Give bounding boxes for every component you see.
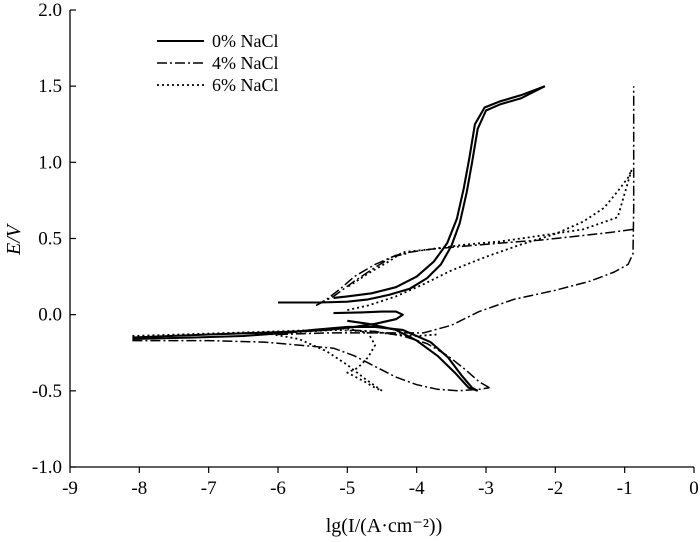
- x-tick-label: -5: [339, 478, 355, 499]
- series-6-nacl-line: [347, 169, 633, 311]
- y-tick-label: 2.0: [38, 0, 62, 21]
- series-4-nacl-line: [315, 252, 407, 307]
- plot-area: [69, 10, 694, 468]
- series-4-nacl-line: [132, 339, 490, 392]
- series-4-nacl-line: [347, 329, 490, 389]
- x-axis-label: lg(I/(A·cm⁻²)): [326, 515, 443, 537]
- y-axis-label: E/V: [3, 222, 25, 256]
- series-6-nacl-line: [346, 169, 633, 288]
- series-0-nacl-line: [278, 85, 546, 304]
- legend-label-4-nacl: 4% NaCl: [212, 53, 279, 73]
- series-6-nacl-line: [263, 332, 383, 392]
- legend-label-0-nacl: 0% NaCl: [212, 31, 279, 51]
- x-ticks: -9 -8 -7 -6 -5 -4 -3 -2 -1 0: [62, 467, 699, 499]
- x-tick-label: -6: [270, 478, 286, 499]
- x-tick-label: -8: [131, 478, 147, 499]
- series-layer: [132, 85, 635, 392]
- y-ticks: -1.0 -0.5 0.0 0.5 1.0 1.5 2.0: [32, 0, 76, 478]
- x-tick-label: -4: [409, 478, 425, 499]
- y-tick-label: -1.0: [32, 457, 62, 478]
- series-6-nacl-line: [132, 327, 383, 392]
- series-0-nacl-line: [132, 310, 404, 339]
- series-4-nacl-line: [315, 228, 634, 307]
- x-tick-label: -9: [62, 478, 78, 499]
- series-6-nacl-line: [284, 329, 438, 337]
- y-tick-label: 1.5: [38, 76, 62, 97]
- x-tick-label: 0: [689, 478, 699, 499]
- series-0-nacl-line: [333, 85, 546, 299]
- legend-label-6-nacl: 6% NaCl: [212, 75, 279, 95]
- y-tick-label: 0.5: [38, 229, 62, 250]
- x-tick-label: -7: [201, 478, 217, 499]
- series-4-nacl-line: [277, 86, 635, 336]
- x-tick-label: -2: [547, 478, 563, 499]
- series-0-nacl-line: [132, 325, 479, 392]
- x-tick-label: -3: [478, 478, 494, 499]
- y-tick-label: 0.0: [38, 305, 62, 326]
- series-0-nacl-line: [347, 319, 479, 392]
- x-tick-label: -1: [617, 478, 633, 499]
- y-tick-label: -0.5: [32, 381, 62, 402]
- y-tick-label: 1.0: [38, 152, 62, 173]
